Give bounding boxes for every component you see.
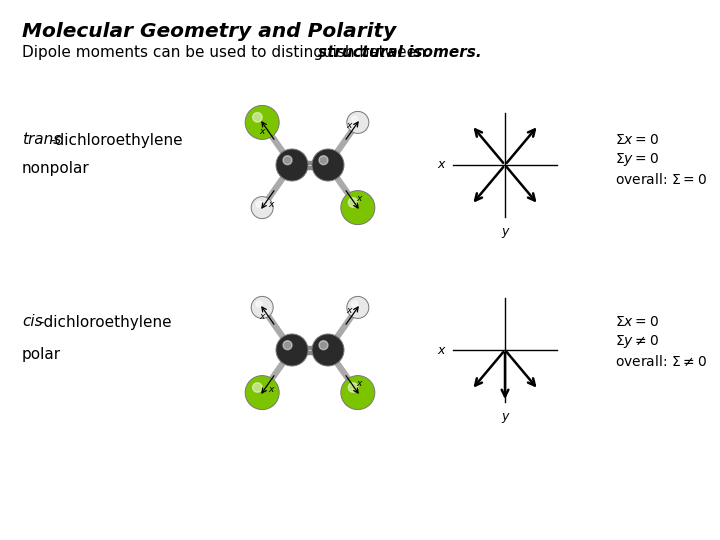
Circle shape xyxy=(351,301,358,307)
Text: -dichloroethylene: -dichloroethylene xyxy=(50,132,183,147)
Text: x: x xyxy=(438,343,445,356)
Circle shape xyxy=(319,156,328,165)
Text: y: y xyxy=(501,410,509,423)
Text: x: x xyxy=(269,200,274,210)
Text: x: x xyxy=(356,379,361,388)
Text: overall: $\Sigma = 0$: overall: $\Sigma = 0$ xyxy=(615,172,707,187)
Text: cis: cis xyxy=(22,314,42,329)
Circle shape xyxy=(276,334,308,366)
Circle shape xyxy=(347,296,369,319)
Text: $\Sigma x = 0$: $\Sigma x = 0$ xyxy=(615,133,659,147)
Text: x: x xyxy=(346,306,351,314)
Text: y: y xyxy=(501,225,509,238)
Circle shape xyxy=(256,201,262,207)
Circle shape xyxy=(319,341,328,350)
Text: x: x xyxy=(438,159,445,172)
Circle shape xyxy=(253,383,262,392)
Circle shape xyxy=(283,341,292,350)
Text: x: x xyxy=(269,386,274,395)
Text: $\Sigma y = 0$: $\Sigma y = 0$ xyxy=(615,152,659,168)
Circle shape xyxy=(347,111,369,133)
Circle shape xyxy=(251,296,273,319)
Text: Dipole moments can be used to distinguish between: Dipole moments can be used to distinguis… xyxy=(22,45,431,60)
Text: -dichloroethylene: -dichloroethylene xyxy=(38,314,172,329)
Text: x: x xyxy=(356,194,361,202)
Text: x: x xyxy=(258,313,264,321)
Circle shape xyxy=(256,301,262,307)
Circle shape xyxy=(312,334,344,366)
Circle shape xyxy=(276,149,308,181)
Circle shape xyxy=(341,376,375,410)
Circle shape xyxy=(312,149,344,181)
Text: polar: polar xyxy=(22,348,61,362)
Text: Molecular Geometry and Polarity: Molecular Geometry and Polarity xyxy=(22,22,396,41)
Circle shape xyxy=(351,116,358,122)
Text: x: x xyxy=(258,127,264,137)
Circle shape xyxy=(348,383,358,392)
Circle shape xyxy=(251,197,273,219)
Circle shape xyxy=(341,191,375,225)
Circle shape xyxy=(348,198,358,207)
Circle shape xyxy=(246,376,279,410)
Circle shape xyxy=(253,112,262,122)
Text: nonpolar: nonpolar xyxy=(22,160,90,176)
Circle shape xyxy=(283,156,292,165)
Text: structural isomers.: structural isomers. xyxy=(318,45,482,60)
Text: x: x xyxy=(346,120,351,130)
Text: overall: $\Sigma \neq 0$: overall: $\Sigma \neq 0$ xyxy=(615,355,707,369)
Circle shape xyxy=(246,105,279,139)
Text: $\Sigma x = 0$: $\Sigma x = 0$ xyxy=(615,315,659,329)
Text: $\Sigma y \neq 0$: $\Sigma y \neq 0$ xyxy=(615,334,659,350)
Text: trans: trans xyxy=(22,132,61,147)
